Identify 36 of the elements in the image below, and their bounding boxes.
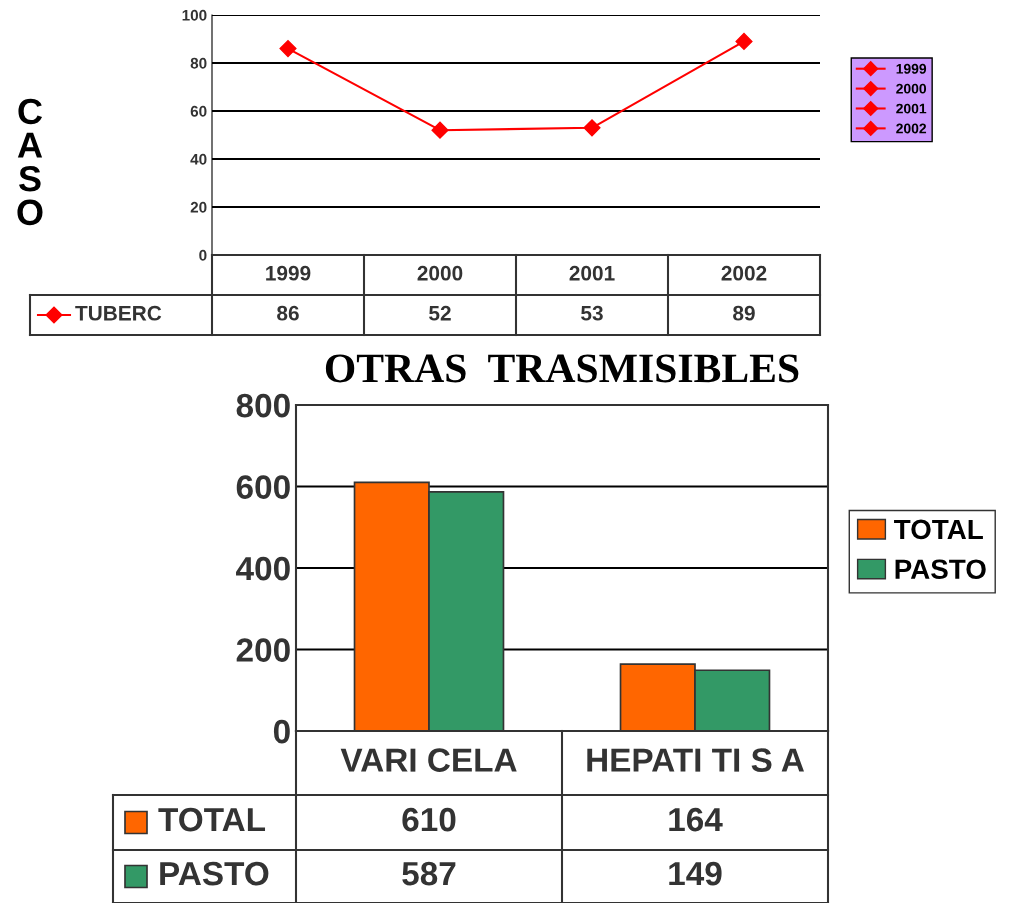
chart-title: OTRAS TRASMISIBLES xyxy=(325,354,799,383)
data-label: 610 xyxy=(402,807,456,832)
legend-label: TOTAL xyxy=(158,807,266,832)
y-tick-label: 200 xyxy=(236,638,290,662)
category-label: 2001 xyxy=(896,103,927,114)
category-label: 1999 xyxy=(266,265,311,281)
y-tick-label: 0 xyxy=(273,719,290,744)
category-label: 2002 xyxy=(896,123,927,134)
text: PASTO xyxy=(160,861,269,886)
y-tick-label: 100 xyxy=(182,9,207,21)
y-tick-label: 400 xyxy=(236,556,290,581)
category-label: 2000 xyxy=(417,265,463,281)
category-label: HEPATI TI S A xyxy=(587,748,805,772)
data-label: 89 xyxy=(733,305,755,321)
y-tick-label: 40 xyxy=(190,153,207,165)
y-tick-label: 0 xyxy=(199,249,207,261)
category-label: 2002 xyxy=(721,265,767,281)
y-tick-label: 20 xyxy=(190,201,207,213)
category-label: 2000 xyxy=(896,83,927,94)
category-label: VARI CELA xyxy=(340,748,517,772)
legend-label: TUBERC xyxy=(75,305,162,321)
data-label: 86 xyxy=(277,305,299,321)
legend-label: PASTO xyxy=(895,559,986,580)
category-label: 2001 xyxy=(569,265,615,281)
y-tick-label: 600 xyxy=(236,475,290,499)
data-label: 587 xyxy=(402,861,456,886)
data-label: 164 xyxy=(669,807,723,832)
data-label: 149 xyxy=(669,861,722,886)
y-tick-label: 80 xyxy=(190,57,207,69)
category-label: 1999 xyxy=(896,63,927,74)
data-label: 53 xyxy=(581,305,603,321)
text: TOTAL xyxy=(894,519,983,540)
y-tick-label: 800 xyxy=(236,393,290,418)
data-label: 52 xyxy=(429,305,451,321)
y-axis-title: CASO xyxy=(17,98,43,226)
y-tick-label: 60 xyxy=(190,105,207,117)
